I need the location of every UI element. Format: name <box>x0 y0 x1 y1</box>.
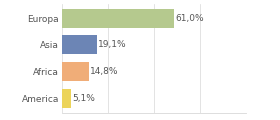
Text: 5,1%: 5,1% <box>73 94 95 103</box>
Text: 19,1%: 19,1% <box>98 40 127 49</box>
Bar <box>62 35 97 54</box>
Bar <box>62 62 89 81</box>
Text: 61,0%: 61,0% <box>176 14 204 23</box>
Bar <box>62 9 174 28</box>
Bar <box>62 89 71 108</box>
Text: 14,8%: 14,8% <box>90 67 119 76</box>
